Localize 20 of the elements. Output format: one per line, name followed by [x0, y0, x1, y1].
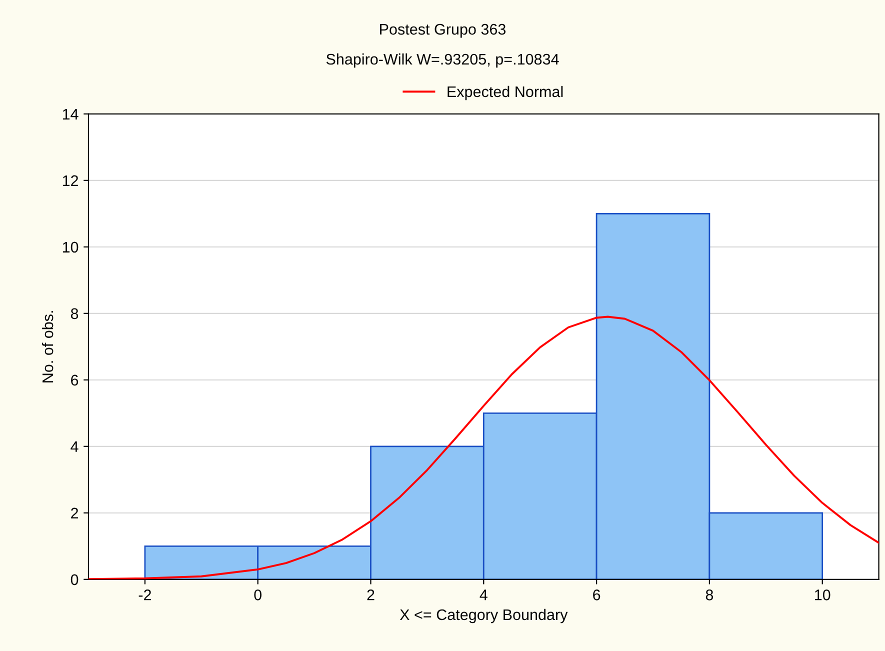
x-tick-label: 8	[706, 590, 714, 600]
y-tick-label: 8	[70, 308, 78, 320]
y-tick-label: 2	[71, 508, 78, 518]
y-tick-label: 10	[62, 242, 78, 253]
legend-label: Expected Normal	[448, 86, 563, 100]
x-axis-title: X <= Category Boundary	[400, 608, 568, 624]
y-tick-label: 12	[62, 175, 78, 186]
x-tick-label: 0	[254, 590, 262, 600]
x-tick-label: 10	[815, 590, 830, 600]
y-tick-label: 4	[70, 441, 78, 452]
chart-subtitle: Shapiro-Wilk W=.93205, p=.10834	[326, 53, 559, 68]
y-tick-label: 6	[71, 374, 78, 386]
x-tick-label: 4	[480, 590, 488, 600]
x-tick-label: -2	[138, 590, 151, 600]
y-axis-title: No. of obs.	[42, 311, 54, 382]
x-tick-label: 6	[593, 590, 600, 600]
x-tick-label: 2	[367, 590, 374, 600]
y-tick-label: 14	[62, 108, 78, 120]
chart-title: Postest Grupo 363	[380, 24, 506, 38]
y-tick-label: 0	[70, 574, 78, 586]
